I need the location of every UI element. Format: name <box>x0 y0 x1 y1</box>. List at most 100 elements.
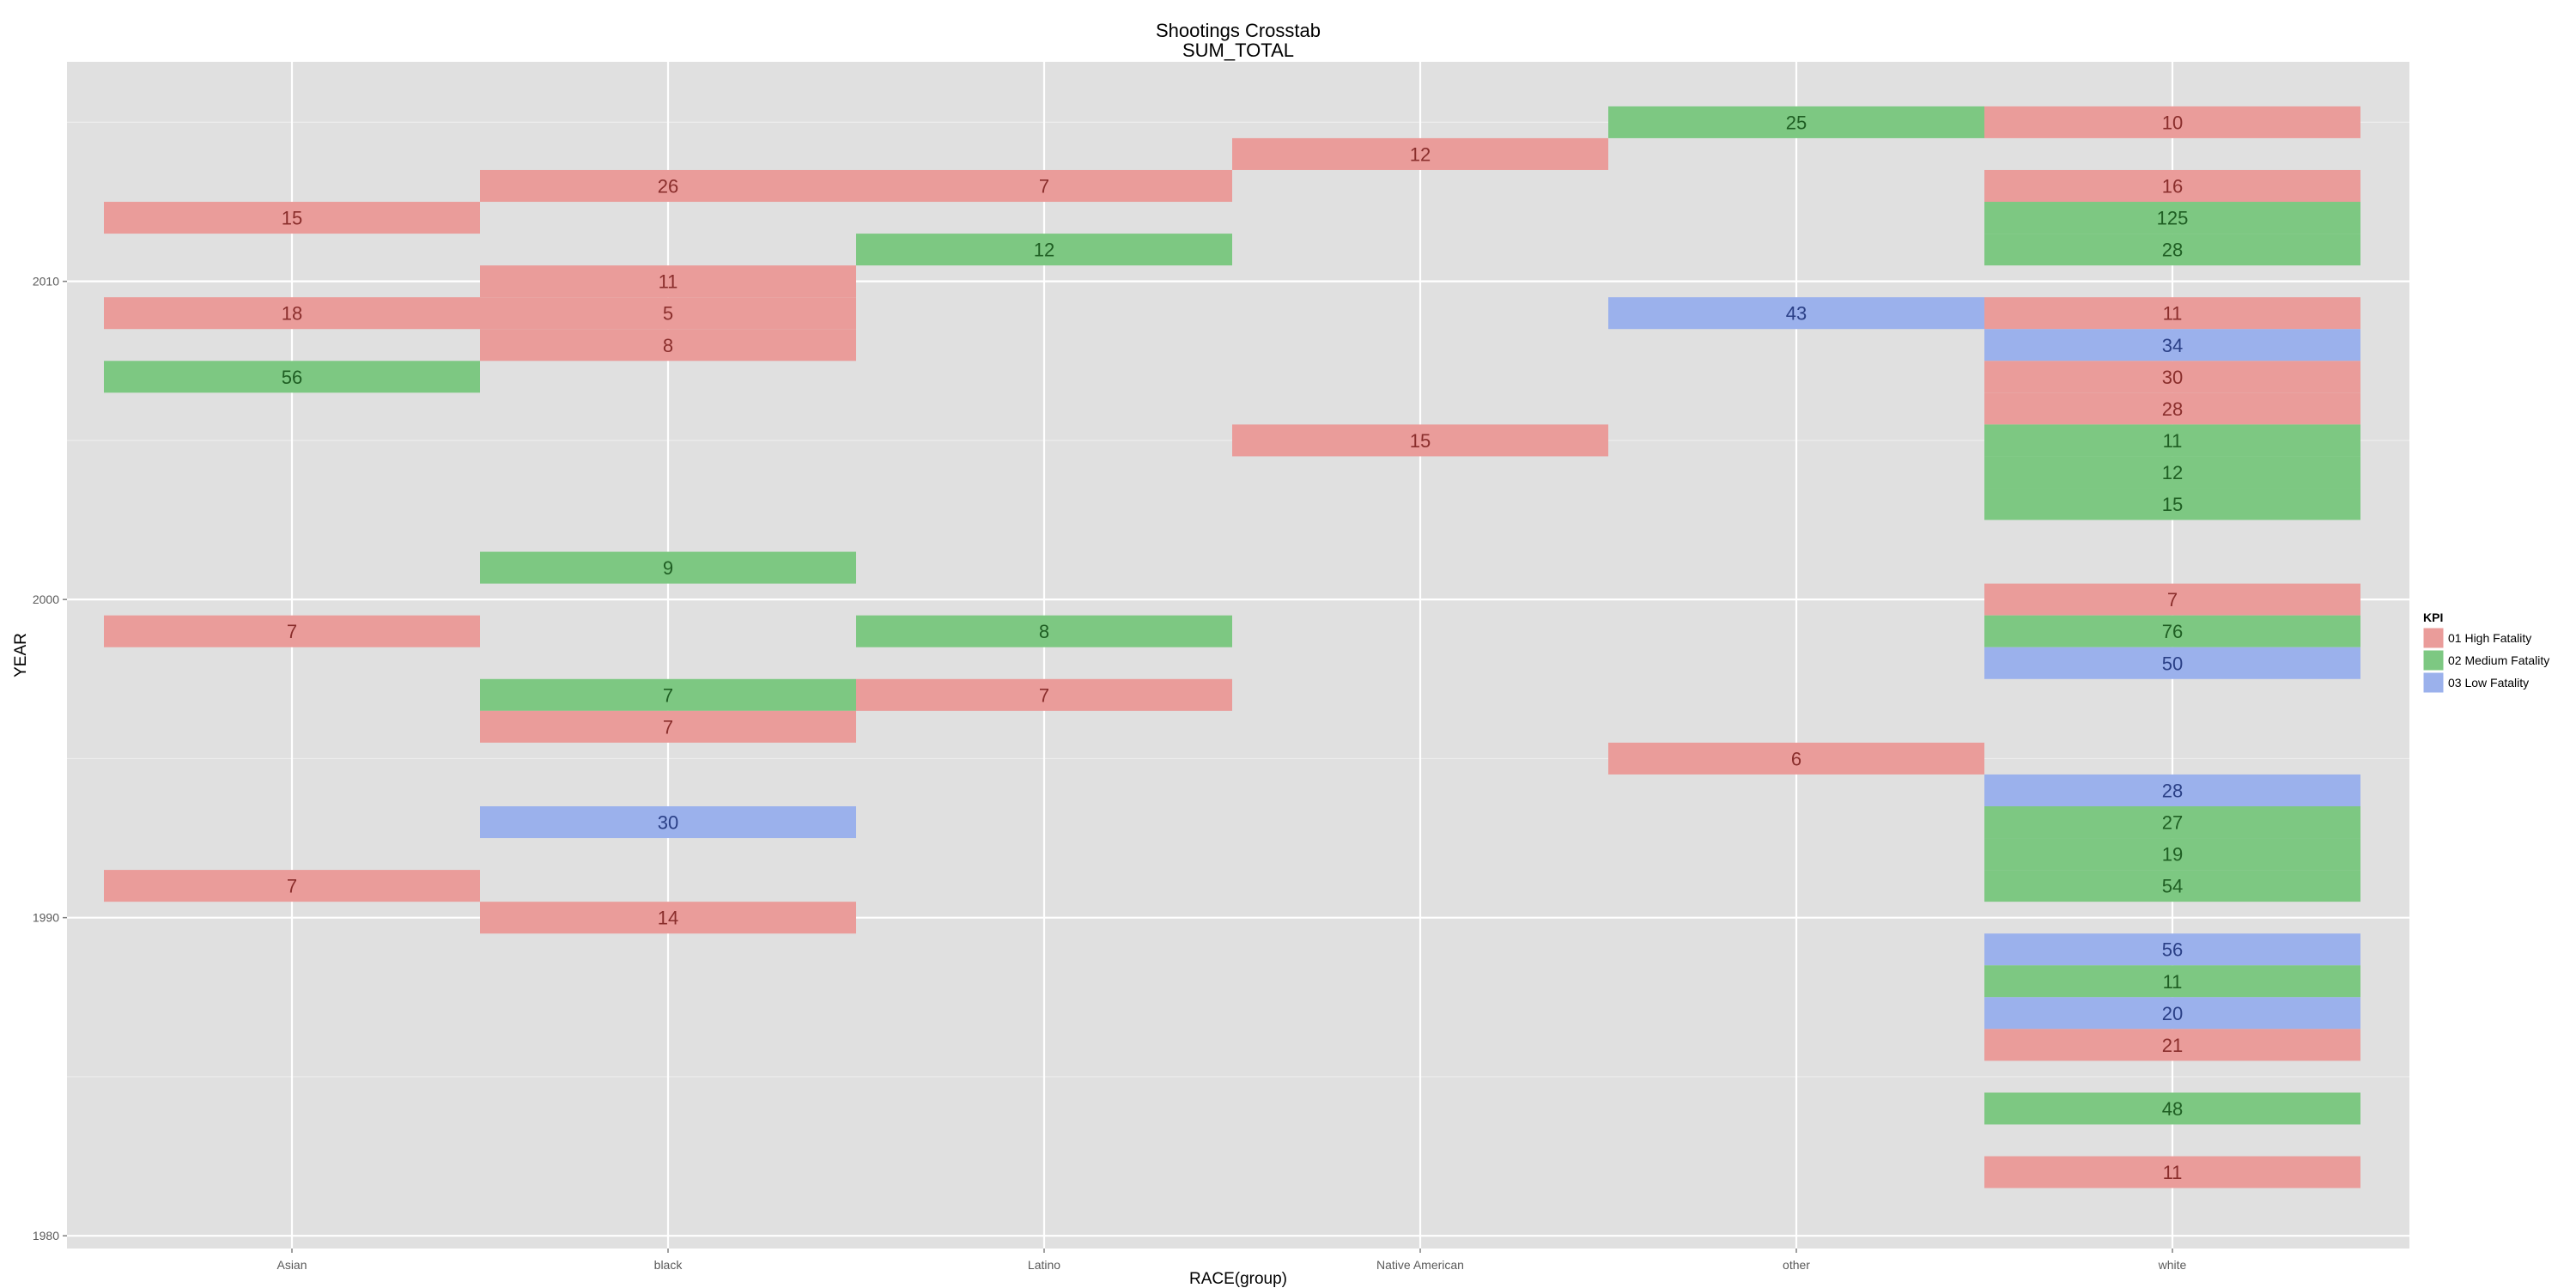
heatmap-tile <box>1984 933 2360 966</box>
tile-value-label: 10 <box>2162 112 2183 133</box>
chart-subtitle: SUM_TOTAL <box>1182 39 1294 61</box>
tile-value-label: 48 <box>2162 1098 2183 1120</box>
tile-value-label: 20 <box>2162 1003 2183 1024</box>
heatmap-tile <box>1608 742 1984 775</box>
tile-value-label: 30 <box>658 812 678 834</box>
heatmap-tile <box>1984 488 2360 520</box>
y-tick-label: 2010 <box>33 275 59 289</box>
tile-value-label: 19 <box>2162 844 2183 866</box>
heatmap-tile <box>480 329 856 361</box>
tile-value-label: 54 <box>2162 876 2183 897</box>
x-tick-label: Latino <box>1028 1258 1060 1272</box>
chart-title: Shootings Crosstab <box>1156 20 1321 41</box>
heatmap-tile <box>480 902 856 934</box>
tile-value-label: 11 <box>659 271 678 293</box>
tile-value-label: 5 <box>663 303 673 325</box>
tile-value-label: 12 <box>1034 240 1054 261</box>
tile-value-label: 11 <box>2163 1162 2183 1183</box>
heatmap-tile <box>480 678 856 711</box>
heatmap-tile <box>1984 965 2360 998</box>
tile-value-label: 34 <box>2162 335 2183 356</box>
heatmap-tile <box>480 265 856 298</box>
legend-key-swatch <box>2422 649 2445 671</box>
tile-value-label: 56 <box>282 367 302 388</box>
heatmap-tile <box>1608 297 1984 330</box>
tile-value-label: 7 <box>1039 684 1049 706</box>
heatmap-tile <box>1984 234 2360 266</box>
heatmap-tile <box>1984 297 2360 330</box>
tile-value-label: 25 <box>1786 112 1807 133</box>
heatmap-tile <box>1984 838 2360 871</box>
tile-value-label: 6 <box>1791 748 1801 769</box>
tile-value-label: 15 <box>2162 494 2183 515</box>
tile-value-label: 26 <box>658 175 678 197</box>
axes-layer: Asian black Latino Native American other whit… <box>33 275 2187 1272</box>
heatmap-tile <box>104 615 480 647</box>
tile-value-label: 7 <box>287 621 297 642</box>
tile-value-label: 12 <box>2162 462 2183 483</box>
cells-layer: 25 10 12 26 7 16 15 125 12 28 11 18 5 43 11 8 34 56 30 28 15… <box>104 106 2360 1188</box>
tile-value-label: 56 <box>2162 939 2183 961</box>
heatmap-tile <box>1984 106 2360 138</box>
heatmap-tile <box>1984 424 2360 457</box>
heatmap-tile <box>1984 774 2360 806</box>
tile-value-label: 18 <box>282 303 302 325</box>
heatmap-tile <box>856 169 1232 203</box>
tile-value-label: 8 <box>663 335 673 356</box>
tile-value-label: 11 <box>2163 430 2183 452</box>
tile-value-label: 7 <box>1039 175 1049 197</box>
heatmap-tile <box>480 710 856 743</box>
legend-title: KPI <box>2423 611 2443 624</box>
heatmap-tile <box>1984 169 2360 203</box>
tile-value-label: 7 <box>287 876 297 897</box>
x-tick-label: other <box>1783 1258 1810 1272</box>
heatmap-tile <box>1984 456 2360 489</box>
heatmap-tile <box>1984 647 2360 679</box>
heatmap-tile <box>1984 870 2360 902</box>
heatmap-tile <box>480 297 856 330</box>
heatmap-tile <box>104 297 480 330</box>
tile-value-label: 12 <box>1410 143 1431 165</box>
tile-value-label: 30 <box>2162 367 2183 388</box>
legend-key-swatch <box>2422 671 2445 694</box>
heatmap-tile <box>1984 392 2360 425</box>
heatmap-tile <box>1984 583 2360 616</box>
tile-value-label: 16 <box>2162 175 2183 197</box>
heatmap-tile <box>856 234 1232 266</box>
x-tick-label: Asian <box>276 1258 307 1272</box>
heatmap-tile <box>104 361 480 393</box>
tile-value-label: 21 <box>2162 1035 2183 1056</box>
heatmap-tile <box>480 805 856 839</box>
tile-value-label: 7 <box>663 716 673 738</box>
tile-value-label: 28 <box>2162 240 2183 261</box>
heatmap-tile <box>1984 805 2360 839</box>
legend: KPI 01 High Fatality 02 Medium Fatality 03… <box>2422 611 2549 694</box>
tile-value-label: 50 <box>2162 653 2183 674</box>
tile-value-label: 15 <box>1410 430 1431 452</box>
y-tick-label: 1990 <box>33 911 59 925</box>
y-tick-label: 1980 <box>33 1229 59 1242</box>
x-tick-label: Native American <box>1376 1258 1464 1272</box>
y-tick-label: 2000 <box>33 592 59 606</box>
x-tick-label: black <box>654 1258 683 1272</box>
heatmap-tile <box>1984 361 2360 393</box>
tile-value-label: 28 <box>2162 780 2183 801</box>
heatmap-tile <box>1984 1029 2360 1061</box>
legend-entry-label: 02 Medium Fatality <box>2448 653 2549 667</box>
heatmap-tile <box>480 169 856 203</box>
tile-value-label: 27 <box>2162 812 2183 834</box>
tile-value-label: 11 <box>2163 971 2183 993</box>
heatmap-tile <box>1984 202 2360 234</box>
heatmap-tile <box>104 870 480 902</box>
tile-value-label: 43 <box>1786 303 1807 325</box>
heatmap-tile <box>1984 1092 2360 1125</box>
tile-value-label: 7 <box>2167 589 2178 611</box>
heatmap-tile <box>104 202 480 234</box>
tile-value-label: 15 <box>282 208 302 229</box>
legend-entry-label: 01 High Fatality <box>2448 631 2531 645</box>
tile-value-label: 76 <box>2162 621 2183 642</box>
heatmap-tile <box>1232 424 1608 457</box>
y-axis-title: YEAR <box>12 633 30 677</box>
